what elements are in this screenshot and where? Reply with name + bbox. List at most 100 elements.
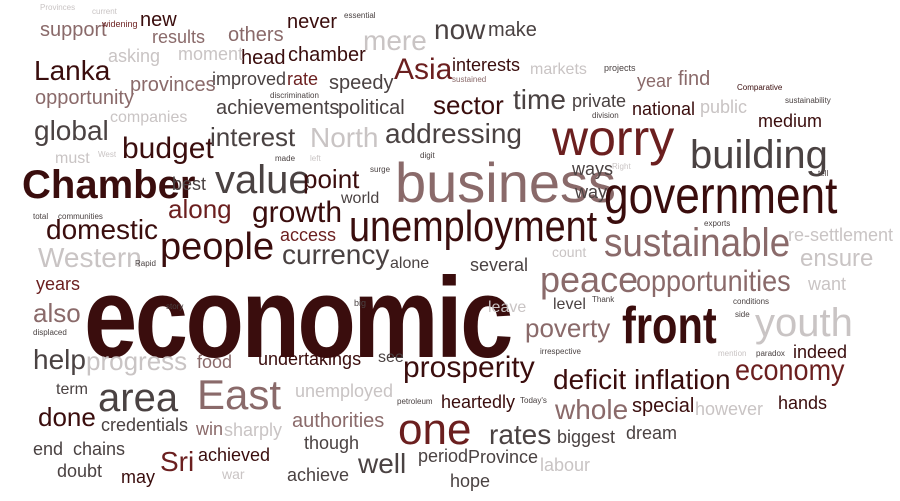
word-want: want xyxy=(808,274,847,294)
word-medium: medium xyxy=(758,111,823,131)
word-private: private xyxy=(572,91,627,111)
word-conditions: conditions xyxy=(733,297,770,306)
word-displaced: displaced xyxy=(33,328,67,337)
word-inflation: inflation xyxy=(634,364,731,395)
word-political: political xyxy=(338,97,405,119)
word-count: count xyxy=(552,244,587,260)
word-find: find xyxy=(678,68,711,90)
word-rate: rate xyxy=(287,69,319,89)
word-Right: Right xyxy=(612,162,631,171)
word-worry: worry xyxy=(552,110,675,166)
word-support: support xyxy=(40,19,107,41)
word-undertakings: undertakings xyxy=(258,349,362,369)
word-building: building xyxy=(690,133,828,177)
word-currency: currency xyxy=(282,239,390,270)
word-food: food xyxy=(197,352,233,372)
word-make: make xyxy=(488,19,537,41)
word-well: well xyxy=(358,448,407,479)
word-also: also xyxy=(33,298,81,328)
word-domestic: domestic xyxy=(46,214,159,245)
word-East: East xyxy=(197,371,282,418)
word-big: big xyxy=(354,298,367,308)
word-chamber: chamber xyxy=(288,44,366,66)
word-made: made xyxy=(275,154,296,163)
word-story: story xyxy=(166,302,184,311)
word-best: best xyxy=(172,174,207,194)
word-chains: chains xyxy=(73,439,126,459)
word-Todays: Today's xyxy=(520,396,547,405)
word-communities: communities xyxy=(58,212,103,221)
word-widening: widening xyxy=(102,19,138,29)
word-special: special xyxy=(632,395,695,417)
word-done: done xyxy=(38,402,96,432)
word-period: period xyxy=(418,446,469,466)
word-surge: surge xyxy=(370,165,391,174)
word-sustained: sustained xyxy=(452,75,487,84)
word-Province: Province xyxy=(468,447,539,467)
word-sharply: sharply xyxy=(224,420,283,440)
word-improved: improved xyxy=(212,69,287,89)
word-progress: progress xyxy=(86,346,188,376)
word-unemployment: unemployment xyxy=(349,202,598,251)
word-head: head xyxy=(241,47,286,69)
word-heartedly: heartedly xyxy=(441,392,516,412)
word-must: must xyxy=(55,150,90,167)
word-see: see xyxy=(378,349,404,366)
word-alone: alone xyxy=(390,255,430,272)
word-interests: interests xyxy=(452,55,521,75)
word-hope: hope xyxy=(450,471,491,491)
word-business: business xyxy=(395,151,617,214)
word-hands: hands xyxy=(778,393,828,413)
word-left: left xyxy=(310,154,321,163)
word-leave: leave xyxy=(488,299,527,316)
word-opportunity: opportunity xyxy=(35,87,134,109)
word-discrimination: discrimination xyxy=(270,91,319,100)
word-credentials: credentials xyxy=(101,415,189,435)
word-labour: labour xyxy=(540,455,591,475)
word-Western: Western xyxy=(38,242,142,273)
word-mention: mention xyxy=(718,349,747,358)
word-Thank: Thank xyxy=(592,295,615,304)
word-whole: whole xyxy=(555,394,629,425)
word-poverty: poverty xyxy=(525,313,611,343)
word-unemployed: unemployed xyxy=(295,381,394,401)
word-several: several xyxy=(470,255,529,275)
word-youth: youth xyxy=(755,301,853,345)
word-help: help xyxy=(33,344,86,375)
word-tell: tell xyxy=(818,169,829,178)
word-end: end xyxy=(33,439,64,459)
word-public: public xyxy=(700,97,748,117)
word-front: front xyxy=(622,297,717,355)
word-West: West xyxy=(98,150,117,159)
word-win: win xyxy=(196,419,224,439)
word-however: however xyxy=(695,399,764,419)
word-current: current xyxy=(92,7,117,16)
word-one: one xyxy=(398,405,472,454)
word-point: point xyxy=(303,164,360,194)
word-ways: ways xyxy=(572,159,614,179)
word-never: never xyxy=(287,11,338,33)
word-sector: sector xyxy=(433,90,504,120)
word-petroleum: petroleum xyxy=(397,397,433,406)
word-projects: projects xyxy=(604,63,636,73)
word-way: way xyxy=(575,182,608,202)
word-world: world xyxy=(341,190,380,207)
word-exports: exports xyxy=(704,219,731,228)
word-along: along xyxy=(168,194,232,224)
word-economic: economic xyxy=(84,255,513,382)
word-access: access xyxy=(280,225,337,245)
word-achieved: achieved xyxy=(198,445,271,465)
word-term: term xyxy=(56,381,88,398)
word-results: results xyxy=(152,27,206,47)
word-rates: rates xyxy=(489,419,552,450)
word-time: time xyxy=(513,84,566,115)
word-level: level xyxy=(553,296,586,313)
word-economy: economy xyxy=(735,354,845,387)
word-provinces: provinces xyxy=(130,74,216,96)
word-government: government xyxy=(604,167,838,225)
word-achievements: achievements xyxy=(216,97,340,119)
word-now: now xyxy=(434,14,486,45)
word-new: new xyxy=(140,9,177,31)
word-Chamber: Chamber xyxy=(22,163,196,207)
